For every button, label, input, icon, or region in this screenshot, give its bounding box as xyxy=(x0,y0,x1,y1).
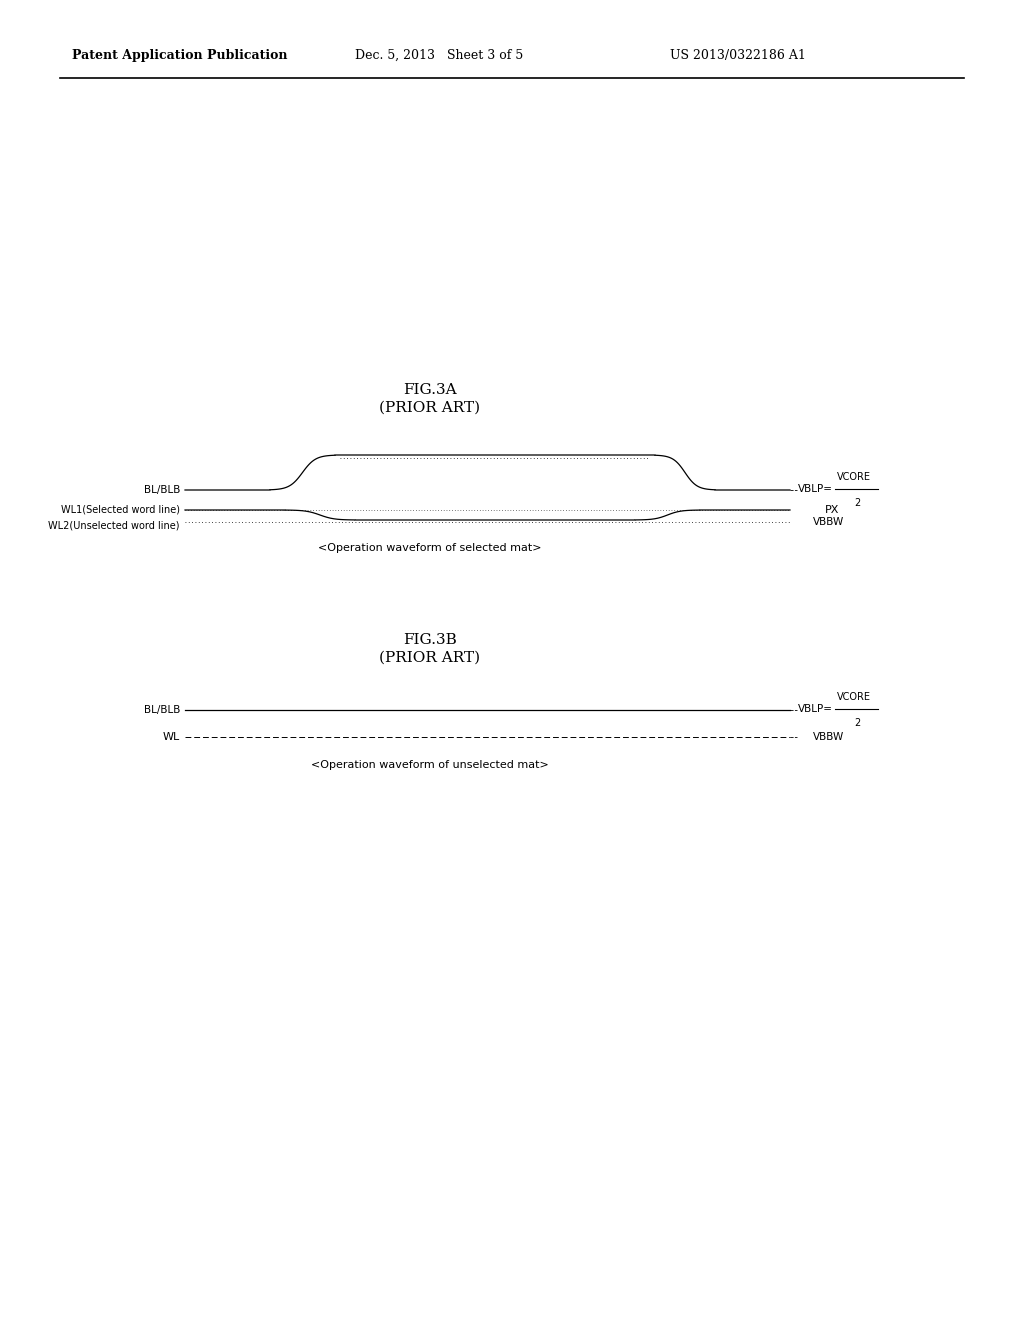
Text: US 2013/0322186 A1: US 2013/0322186 A1 xyxy=(670,49,806,62)
Text: Patent Application Publication: Patent Application Publication xyxy=(72,49,288,62)
Text: WL: WL xyxy=(163,733,180,742)
Text: FIG.3B: FIG.3B xyxy=(403,634,457,647)
Text: VBBW: VBBW xyxy=(813,733,844,742)
Text: FIG.3A: FIG.3A xyxy=(403,383,457,397)
Text: <Operation waveform of selected mat>: <Operation waveform of selected mat> xyxy=(318,543,542,553)
Text: BL/BLB: BL/BLB xyxy=(143,705,180,715)
Text: VBLP=: VBLP= xyxy=(798,484,833,494)
Text: (PRIOR ART): (PRIOR ART) xyxy=(380,651,480,665)
Text: VCORE: VCORE xyxy=(837,692,871,702)
Text: <Operation waveform of unselected mat>: <Operation waveform of unselected mat> xyxy=(311,760,549,770)
Text: VCORE: VCORE xyxy=(837,473,871,482)
Text: WL2(Unselected word line): WL2(Unselected word line) xyxy=(48,520,180,531)
Text: VBLP=: VBLP= xyxy=(798,704,833,714)
Text: PX: PX xyxy=(825,506,840,515)
Text: (PRIOR ART): (PRIOR ART) xyxy=(380,401,480,414)
Text: WL1(Selected word line): WL1(Selected word line) xyxy=(61,506,180,515)
Text: Dec. 5, 2013   Sheet 3 of 5: Dec. 5, 2013 Sheet 3 of 5 xyxy=(355,49,523,62)
Text: VBBW: VBBW xyxy=(813,517,844,527)
Text: BL/BLB: BL/BLB xyxy=(143,484,180,495)
Text: 2: 2 xyxy=(854,498,860,508)
Text: 2: 2 xyxy=(854,718,860,729)
